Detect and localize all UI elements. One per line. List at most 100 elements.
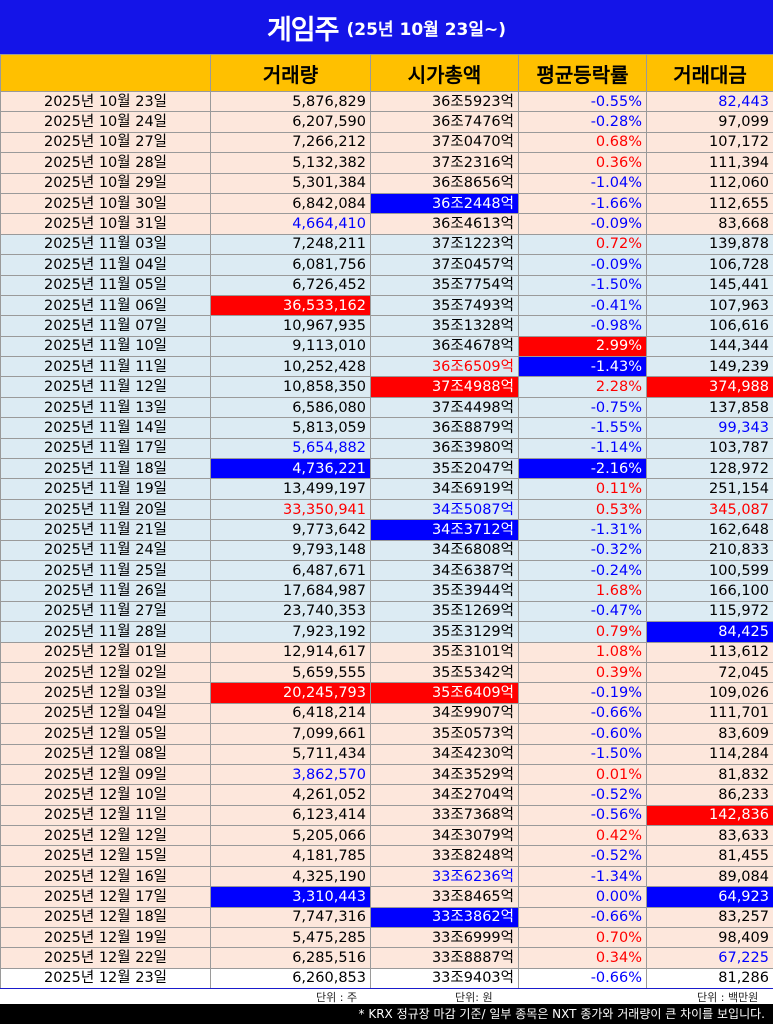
cell-avg-change-rate: -0.28% — [518, 111, 647, 133]
cell-trading-value: 106,728 — [646, 254, 773, 276]
cell-avg-change-rate: -0.66% — [518, 906, 647, 929]
cell-avg-change-rate: 2.99% — [518, 335, 647, 358]
table-row: 2025년 11월 28일 7,923,192 35조3129억 0.79% 84,42… — [0, 621, 773, 643]
cell-volume: 12,914,617 — [210, 641, 371, 663]
cell-date: 2025년 10월 30일 — [0, 192, 211, 215]
cell-avg-change-rate: 0.11% — [518, 478, 647, 500]
cell-date: 2025년 11월 27일 — [0, 600, 211, 623]
cell-volume: 5,876,829 — [210, 90, 371, 113]
cell-date: 2025년 12월 01일 — [0, 641, 211, 663]
cell-market-cap: 34조5087억 — [370, 498, 519, 521]
cell-market-cap: 36조5923억 — [370, 90, 519, 113]
cell-market-cap: 35조0573억 — [370, 723, 519, 745]
table-row: 2025년 10월 29일 5,301,384 36조8656억 -1.04% 112,… — [0, 172, 773, 194]
cell-avg-change-rate: 0.68% — [518, 131, 647, 154]
cell-trading-value: 113,612 — [646, 641, 773, 663]
cell-avg-change-rate: 0.72% — [518, 233, 647, 256]
cell-market-cap: 36조7476억 — [370, 111, 519, 133]
cell-trading-value: 144,344 — [646, 335, 773, 358]
cell-market-cap: 33조7368억 — [370, 804, 519, 827]
header-date — [0, 54, 211, 92]
cell-volume: 7,923,192 — [210, 621, 371, 643]
cell-market-cap: 35조3944억 — [370, 580, 519, 602]
cell-volume: 5,654,882 — [210, 437, 371, 460]
table-row: 2025년 12월 04일 6,418,214 34조9907억 -0.66% 111,… — [0, 702, 773, 725]
cell-market-cap: 36조4613억 — [370, 213, 519, 235]
cell-trading-value: 83,668 — [646, 213, 773, 235]
cell-market-cap: 34조6919억 — [370, 478, 519, 500]
cell-trading-value: 149,239 — [646, 356, 773, 378]
table-row: 2025년 11월 17일 5,654,882 36조3980억 -1.14% 103,… — [0, 437, 773, 460]
cell-volume: 6,726,452 — [210, 274, 371, 296]
cell-avg-change-rate: -1.55% — [518, 417, 647, 439]
cell-trading-value: 374,988 — [646, 376, 773, 398]
table-row: 2025년 12월 01일 12,914,617 35조3101억 1.08% 113,… — [0, 641, 773, 663]
unit-volume: 단위 : 주 — [316, 991, 358, 1004]
cell-date: 2025년 12월 23일 — [0, 967, 211, 990]
cell-volume: 10,858,350 — [210, 376, 371, 398]
cell-date: 2025년 10월 23일 — [0, 90, 211, 113]
cell-avg-change-rate: -0.66% — [518, 967, 647, 990]
cell-avg-change-rate: -0.41% — [518, 294, 647, 317]
cell-date: 2025년 11월 20일 — [0, 498, 211, 521]
table-row: 2025년 11월 25일 6,487,671 34조6387억 -0.24% 100,… — [0, 559, 773, 582]
cell-market-cap: 35조1328억 — [370, 315, 519, 337]
unit-trading-value: 단위 : 백만원 — [697, 991, 759, 1004]
cell-market-cap: 36조3980억 — [370, 437, 519, 460]
cell-trading-value: 106,616 — [646, 315, 773, 337]
table-row: 2025년 12월 22일 6,285,516 33조8887억 0.34% 67,22… — [0, 947, 773, 969]
table-row: 2025년 12월 12일 5,205,066 34조3079억 0.42% 83,63… — [0, 825, 773, 847]
table-row: 2025년 12월 02일 5,659,555 35조5342억 0.39% 72,04… — [0, 661, 773, 684]
cell-market-cap: 34조2704억 — [370, 784, 519, 806]
cell-trading-value: 64,923 — [646, 886, 773, 908]
cell-market-cap: 37조0457억 — [370, 254, 519, 276]
cell-avg-change-rate: -1.14% — [518, 437, 647, 460]
cell-avg-change-rate: -1.31% — [518, 519, 647, 541]
cell-volume: 3,310,443 — [210, 886, 371, 908]
cell-date: 2025년 10월 24일 — [0, 111, 211, 133]
cell-date: 2025년 11월 19일 — [0, 478, 211, 500]
cell-date: 2025년 11월 14일 — [0, 417, 211, 439]
table-row: 2025년 10월 23일 5,876,829 36조5923억 -0.55% 82,4… — [0, 90, 773, 113]
table-row: 2025년 12월 10일 4,261,052 34조2704억 -0.52% 86,2… — [0, 784, 773, 806]
cell-market-cap: 37조4498억 — [370, 396, 519, 419]
cell-volume: 6,586,080 — [210, 396, 371, 419]
cell-date: 2025년 10월 29일 — [0, 172, 211, 194]
table-row: 2025년 11월 24일 9,793,148 34조6808억 -0.32% 210,… — [0, 539, 773, 561]
cell-market-cap: 35조5342억 — [370, 661, 519, 684]
cell-market-cap: 33조6999억 — [370, 927, 519, 949]
cell-market-cap: 36조8879억 — [370, 417, 519, 439]
cell-market-cap: 33조6236억 — [370, 865, 519, 888]
cell-trading-value: 72,045 — [646, 661, 773, 684]
cell-avg-change-rate: 0.79% — [518, 621, 647, 643]
footnote: * KRX 정규장 마감 기준/ 일부 종목은 NXT 종가와 거래량이 큰 차… — [0, 1004, 773, 1024]
cell-volume: 23,740,353 — [210, 600, 371, 623]
cell-market-cap: 37조0470억 — [370, 131, 519, 154]
table-header-row: 거래량 시가총액 평균등락률 거래대금 — [0, 54, 773, 92]
cell-volume: 4,181,785 — [210, 845, 371, 867]
cell-trading-value: 137,858 — [646, 396, 773, 419]
cell-market-cap: 36조6509억 — [370, 356, 519, 378]
header-volume: 거래량 — [210, 54, 371, 92]
cell-market-cap: 33조3862억 — [370, 906, 519, 929]
cell-date: 2025년 11월 28일 — [0, 621, 211, 643]
cell-market-cap: 34조3712억 — [370, 519, 519, 541]
table-row: 2025년 12월 19일 5,475,285 33조6999억 0.70% 98,40… — [0, 927, 773, 949]
cell-avg-change-rate: 0.01% — [518, 763, 647, 786]
cell-date: 2025년 12월 15일 — [0, 845, 211, 867]
cell-volume: 6,260,853 — [210, 967, 371, 990]
cell-trading-value: 82,443 — [646, 90, 773, 113]
table-row: 2025년 12월 11일 6,123,414 33조7368억 -0.56% 142,… — [0, 804, 773, 827]
cell-market-cap: 35조3129억 — [370, 621, 519, 643]
cell-trading-value: 67,225 — [646, 947, 773, 969]
cell-date: 2025년 11월 05일 — [0, 274, 211, 296]
table-row: 2025년 11월 10일 9,113,010 36조4678억 2.99% 144,3… — [0, 335, 773, 358]
cell-date: 2025년 12월 19일 — [0, 927, 211, 949]
game-stock-table: 거래량 시가총액 평균등락률 거래대금 2025년 10월 23일 5,876,8… — [0, 54, 773, 990]
cell-trading-value: 84,425 — [646, 621, 773, 643]
cell-avg-change-rate: -0.66% — [518, 702, 647, 725]
cell-volume: 33,350,941 — [210, 498, 371, 521]
unit-market-cap: 단위: 원 — [455, 991, 493, 1004]
table-row: 2025년 11월 26일 17,684,987 35조3944억 1.68% 166,… — [0, 580, 773, 602]
header-trading-value: 거래대금 — [646, 54, 773, 92]
